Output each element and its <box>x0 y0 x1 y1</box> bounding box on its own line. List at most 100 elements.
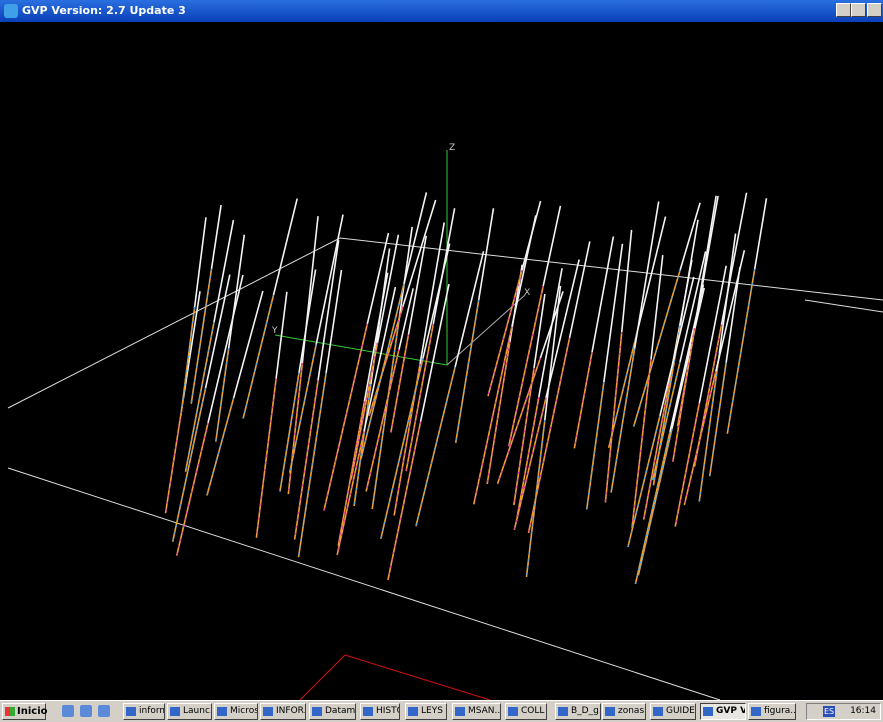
drillhole-assay-dots <box>175 422 209 556</box>
taskbar-button[interactable]: LEYS <box>405 703 447 720</box>
drillhole-assay-dots <box>683 371 717 506</box>
drillholes <box>164 192 768 585</box>
drillhole-assay-dots <box>486 341 511 485</box>
start-button[interactable]: Inicio <box>2 703 48 720</box>
drillhole-assay-dots <box>171 387 207 542</box>
drillhole-top <box>301 216 319 364</box>
drillhole-top <box>698 265 727 404</box>
window-title: GVP Version: 2.7 Update 3 <box>22 4 186 17</box>
drillhole-top <box>232 290 264 399</box>
minimize-button[interactable] <box>836 3 851 17</box>
taskbar-button[interactable]: figura... <box>748 703 796 720</box>
drillhole-top <box>633 201 660 349</box>
drillhole-top <box>422 243 451 359</box>
drillhole-assay <box>365 349 400 492</box>
drillhole-top <box>213 219 235 323</box>
drillhole-assay <box>516 397 540 518</box>
drillhole-assay <box>607 326 640 448</box>
drillhole-assay-dots <box>642 370 673 520</box>
red-outline <box>299 654 491 700</box>
drillhole-top <box>419 283 450 422</box>
axis-label-y: Y <box>271 326 278 336</box>
drillhole-top <box>715 250 746 372</box>
drillhole-top <box>325 269 343 374</box>
taskbar-button[interactable]: Datam... <box>309 703 356 720</box>
drillhole-assay <box>360 283 405 459</box>
axis-label-z: Z <box>449 143 455 153</box>
taskbar-button[interactable]: INFOR... <box>260 703 306 720</box>
drillhole-top <box>620 229 633 333</box>
taskbar-button[interactable]: B_D_g... <box>555 703 601 720</box>
system-tray: ES 16:14 <box>806 703 881 720</box>
drillhole-assay-dots <box>380 358 424 540</box>
drillhole-top <box>568 241 591 339</box>
language-indicator[interactable]: ES <box>823 706 836 717</box>
drillhole-top <box>398 288 414 350</box>
drillhole-top <box>693 195 717 329</box>
drillhole-assay-dots <box>287 363 304 495</box>
drillhole-assay <box>513 367 535 506</box>
drillhole-assay <box>353 384 372 507</box>
bounding-plane <box>7 237 883 700</box>
taskbar-button[interactable]: COLL <box>505 703 547 720</box>
taskbar-button[interactable]: Launc... <box>167 703 212 720</box>
drillhole-assay-dots <box>631 359 652 528</box>
drillhole-assay <box>674 403 701 527</box>
drillhole-assay <box>698 353 721 502</box>
drillhole-assay <box>415 366 456 527</box>
drillhole-top <box>275 291 288 379</box>
drillhole-top <box>521 200 542 271</box>
drillhole-top <box>545 259 580 398</box>
taskbar-button[interactable]: Micros... <box>214 703 258 720</box>
3d-viewport[interactable]: Z X Y <box>0 22 883 700</box>
plane-edge <box>804 299 883 313</box>
drillhole-assay-dots <box>390 334 410 433</box>
drillhole-top <box>376 234 400 344</box>
drillhole-top <box>533 293 546 369</box>
maximize-button[interactable] <box>851 3 866 17</box>
drillhole-assay-dots <box>288 344 317 473</box>
quick-launch-icon[interactable] <box>80 705 92 717</box>
taskbar-button[interactable]: zonas... <box>602 703 646 720</box>
taskbar-button[interactable]: GUIDE <box>650 703 696 720</box>
drillhole-top <box>401 199 437 307</box>
drillhole-assay <box>637 428 673 576</box>
drillhole-assay-dots <box>604 331 623 503</box>
drillhole-top <box>659 276 695 417</box>
drillhole-top <box>650 254 664 360</box>
quick-launch-icon[interactable] <box>98 705 110 717</box>
drillhole-top <box>315 214 344 345</box>
drillhole-assay <box>632 269 681 427</box>
drillhole-assay-dots <box>242 294 275 419</box>
drillhole-top <box>542 205 562 287</box>
quick-launch-icon[interactable] <box>62 705 74 717</box>
drillhole-assay <box>350 342 379 480</box>
drillhole-top <box>454 251 485 368</box>
drillhole-assay-dots <box>206 397 235 496</box>
drillhole-top <box>603 243 624 383</box>
drillhole-assay <box>405 323 435 472</box>
drillhole-top <box>679 251 707 363</box>
taskbar-button[interactable]: MSAN... <box>452 703 501 720</box>
drillhole-assay <box>164 398 185 514</box>
drillhole-assay <box>323 323 369 511</box>
drillhole-assay-dots <box>454 299 480 443</box>
taskbar-button[interactable]: GVP V... <box>700 703 746 720</box>
drillhole-assay <box>627 415 661 548</box>
drillhole-assay <box>507 286 544 447</box>
drillhole-assay <box>297 372 327 558</box>
close-button[interactable] <box>867 3 882 17</box>
drillhole-top <box>363 286 397 432</box>
drillhole-assay-dots <box>190 268 213 404</box>
drillhole-top <box>227 234 246 349</box>
drillhole-top <box>671 287 705 430</box>
taskbar-button[interactable]: HISTO <box>360 703 400 720</box>
drillhole-top <box>207 274 244 424</box>
drillhole-assay <box>573 352 593 449</box>
app-icon <box>4 4 18 18</box>
drillhole-top <box>725 266 741 363</box>
drillhole-assay-dots <box>255 378 277 538</box>
taskbar-button[interactable]: informe <box>123 703 165 720</box>
drillhole-assay-dots <box>215 348 230 442</box>
drillhole-assay-dots <box>387 421 422 581</box>
